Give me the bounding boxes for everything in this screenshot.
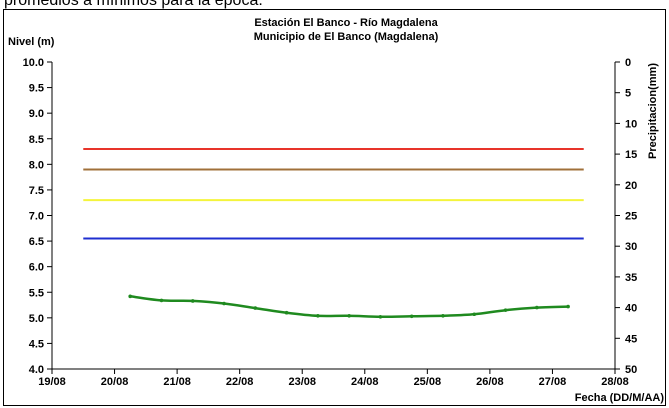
- y2-tick-label: 10: [625, 118, 637, 130]
- page-header-text: promedios a mínimos para la época.: [4, 0, 263, 9]
- y-tick-label: 4.0: [29, 364, 44, 376]
- x-tick-label: 28/08: [601, 376, 629, 388]
- y-tick-label: 5.0: [29, 313, 44, 325]
- x-axis-label: Fecha (DD/M/AA): [575, 392, 665, 404]
- y-tick-label: 4.5: [29, 338, 44, 350]
- y-tick-label: 7.0: [29, 211, 44, 223]
- series-line: [130, 295, 569, 319]
- y2-tick-label: 50: [625, 364, 637, 376]
- y-tick-label: 10.0: [23, 57, 44, 69]
- y2-axis-label: Precipitacion(mm): [647, 63, 659, 159]
- data-point: [347, 313, 351, 318]
- threshold-lines: [83, 147, 584, 240]
- y-tick-label: 8.0: [29, 159, 44, 171]
- data-point: [284, 310, 289, 315]
- y2-tick-label: 5: [625, 88, 631, 100]
- y-tick-label: 9.5: [29, 83, 44, 95]
- data-point: [409, 314, 414, 319]
- data-point: [222, 301, 226, 306]
- chart-title: Estación El Banco - Río Magdalena: [254, 17, 438, 29]
- y2-tick-label: 20: [625, 180, 637, 192]
- data-point: [535, 305, 539, 310]
- y2-tick-label: 45: [625, 333, 637, 345]
- data-point: [253, 306, 258, 310]
- y2-tick-label: 15: [625, 149, 637, 161]
- y-tick-label: 9.0: [29, 108, 44, 120]
- y2-tick-label: 40: [625, 303, 637, 315]
- x-tick-label: 23/08: [288, 376, 316, 388]
- data-point: [378, 315, 383, 319]
- y2-tick-label: 25: [625, 211, 637, 223]
- chart-subtitle: Municipio de El Banco (Magdalena): [254, 31, 439, 43]
- data-point: [316, 313, 320, 318]
- axes: 10.0 9.5 9.0 8.5 8.0 7.5 7.0 6.5 6.0 5.5 5.0 4.5 4.0…: [23, 57, 638, 388]
- x-tick-label: 27/08: [539, 376, 567, 388]
- y-tick-label: 6.0: [29, 262, 44, 274]
- x-tick-label: 24/08: [351, 376, 379, 388]
- data-point: [441, 313, 445, 318]
- y-tick-label: 5.5: [29, 287, 44, 299]
- y-tick-label: 6.5: [29, 236, 44, 248]
- y2-tick-label: 0: [625, 57, 631, 69]
- y-tick-label: 7.5: [29, 185, 44, 197]
- data-point: [472, 312, 477, 317]
- y2-tick-label: 30: [625, 241, 637, 253]
- data-point: [503, 308, 508, 312]
- data-point: [190, 299, 195, 303]
- data-point: [566, 304, 570, 309]
- x-tick-label: 19/08: [38, 376, 66, 388]
- y2-tick-label: 35: [625, 272, 637, 284]
- data-point: [159, 298, 164, 303]
- data-series: [128, 294, 570, 319]
- data-point: [128, 294, 132, 299]
- x-tick-label: 22/08: [226, 376, 254, 388]
- chart-frame: [3, 9, 666, 406]
- y-tick-label: 8.5: [29, 134, 44, 146]
- x-tick-label: 25/08: [414, 376, 442, 388]
- x-tick-label: 20/08: [101, 376, 129, 388]
- x-tick-label: 26/08: [476, 376, 504, 388]
- x-tick-label: 21/08: [163, 376, 191, 388]
- y-axis-label: Nivel (m): [8, 36, 55, 48]
